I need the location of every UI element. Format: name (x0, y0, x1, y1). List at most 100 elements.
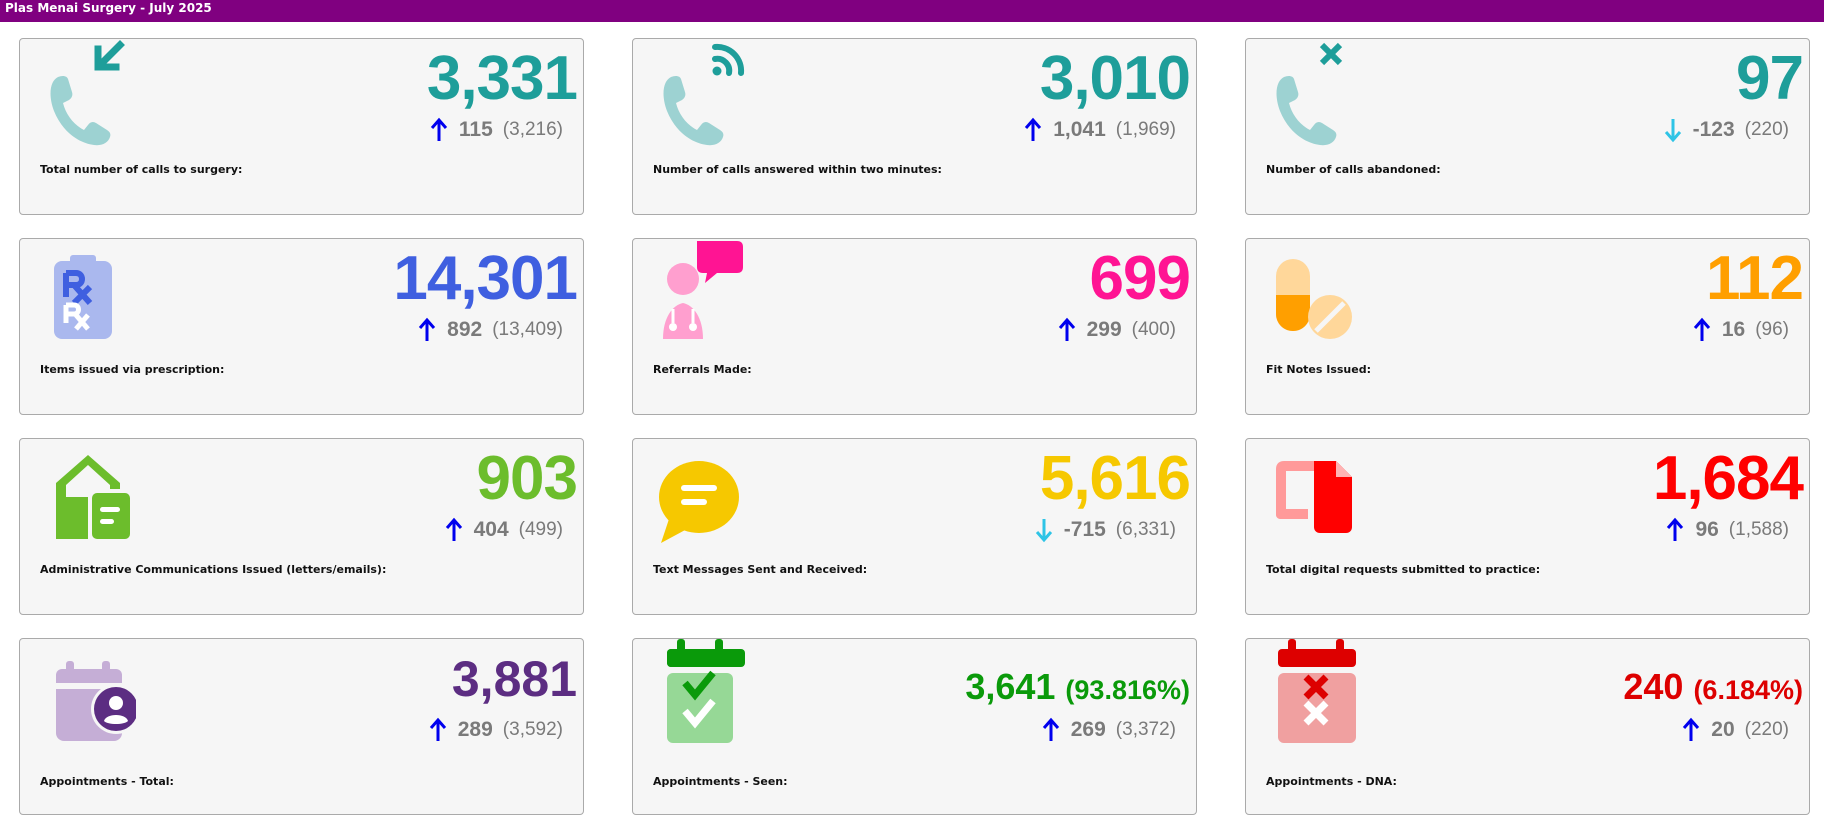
card-calls-answered: 3,010 1,041 (1,969) Number of calls answ… (632, 38, 1197, 215)
previous-value: (3,372) (1115, 719, 1176, 740)
change-amount: 20 (1711, 718, 1735, 741)
previous-value: (400) (1131, 319, 1176, 340)
previous-value: (1,588) (1728, 519, 1789, 540)
kpi-value: 3,010 (1039, 44, 1191, 113)
change-amount: 289 (457, 718, 493, 741)
kpi-label: Appointments - Total: (40, 775, 174, 788)
arrow-up-icon (430, 117, 448, 141)
kpi-label: Administrative Communications Issued (le… (40, 563, 387, 576)
kpi-change: 269 (3,372) (1041, 717, 1176, 743)
kpi-label: Fit Notes Issued: (1266, 363, 1371, 376)
change-amount: 16 (1721, 318, 1746, 341)
kpi-label: Total number of calls to surgery: (40, 163, 243, 176)
mail-house-icon (36, 439, 136, 551)
card-admin-communications: 903 404 (499) Administrative Communicati… (19, 438, 584, 615)
card-appointments-dna: 240 (6.184%) 20 (220) Appointments - DNA… (1245, 638, 1810, 815)
chat-bubble-icon (647, 439, 747, 551)
previous-value: (1,969) (1115, 119, 1176, 140)
card-referrals: 699 299 (400) Referrals Made: (632, 238, 1197, 415)
card-digital-requests: 1,684 96 (1,588) Total digital requests … (1245, 438, 1810, 615)
kpi-value: 3,331 (426, 44, 578, 113)
kpi-value: 240 (6.184%) (1623, 661, 1803, 716)
value-number: 3,641 (965, 666, 1056, 707)
kpi-change: 404 (499) (444, 517, 563, 543)
kpi-change: 299 (400) (1057, 317, 1176, 343)
kpi-label: Number of calls abandoned: (1266, 163, 1441, 176)
value-number: 240 (1623, 666, 1684, 707)
value-percentage: (6.184%) (1693, 675, 1803, 705)
change-amount: 892 (447, 318, 483, 341)
calendar-check-icon (649, 639, 749, 751)
calendar-user-icon (36, 639, 136, 751)
calendar-cross-icon (1262, 639, 1362, 751)
kpi-label: Appointments - DNA: (1266, 775, 1397, 788)
kpi-change: 892 (13,409) (417, 317, 563, 343)
kpi-change: 115 (3,216) (429, 117, 563, 143)
change-amount: 1,041 (1053, 118, 1106, 141)
kpi-label: Number of calls answered within two minu… (653, 163, 942, 176)
kpi-change: 16 (96) (1692, 317, 1789, 343)
card-total-calls: 3,331 115 (3,216) Total number of calls … (19, 38, 584, 215)
pills-icon (1262, 239, 1362, 351)
arrow-up-icon (1693, 317, 1710, 341)
arrow-up-icon (1683, 717, 1700, 741)
value-number: 3,881 (451, 651, 577, 707)
arrow-down-icon (1664, 119, 1681, 143)
change-amount: 269 (1070, 718, 1106, 741)
arrow-up-icon (1667, 517, 1684, 541)
kpi-change: 20 (220) (1681, 717, 1789, 743)
kpi-value: 1,684 (1652, 444, 1804, 513)
arrow-down-icon (1035, 519, 1052, 543)
previous-value: (96) (1755, 319, 1789, 340)
doctor-referral-icon (649, 239, 749, 351)
kpi-label: Text Messages Sent and Received: (653, 563, 868, 576)
kpi-value: 14,301 (393, 244, 578, 313)
call-answered-icon (649, 39, 749, 151)
card-calls-abandoned: 97 -123 (220) Number of calls abandoned: (1245, 38, 1810, 215)
kpi-grid: 3,331 115 (3,216) Total number of calls … (19, 38, 1810, 815)
previous-value: (220) (1744, 719, 1789, 740)
incoming-call-icon (36, 39, 136, 151)
kpi-label: Referrals Made: (653, 363, 752, 376)
arrow-up-icon (1042, 717, 1059, 741)
change-amount: 96 (1695, 518, 1719, 541)
kpi-change: -715 (6,331) (1034, 517, 1176, 543)
card-fit-notes: 112 16 (96) Fit Notes Issued: (1245, 238, 1810, 415)
arrow-up-icon (419, 317, 436, 341)
value-percentage: (93.816%) (1065, 675, 1190, 705)
previous-value: (6,331) (1115, 519, 1176, 540)
call-abandoned-icon (1262, 39, 1362, 151)
previous-value: (499) (518, 519, 563, 540)
kpi-value: 3,881 (452, 647, 577, 711)
card-text-messages: 5,616 -715 (6,331) Text Messages Sent an… (632, 438, 1197, 615)
kpi-label: Appointments - Seen: (653, 775, 788, 788)
change-amount: 404 (473, 518, 509, 541)
change-amount: 299 (1086, 318, 1122, 341)
kpi-value: 3,641 (93.816%) (965, 661, 1190, 716)
kpi-change: 1,041 (1,969) (1023, 117, 1176, 143)
kpi-value: 97 (1736, 44, 1804, 113)
kpi-value: 903 (476, 444, 578, 513)
card-appointments-total: 3,881 289 (3,592) Appointments - Total: (19, 638, 584, 815)
card-prescription-items: 14,301 892 (13,409) Items issued via pre… (19, 238, 584, 415)
change-amount: 115 (458, 118, 493, 141)
kpi-change: 96 (1,588) (1665, 517, 1789, 543)
previous-value: (13,409) (492, 319, 563, 340)
previous-value: (220) (1744, 119, 1789, 140)
arrow-up-icon (1058, 317, 1075, 341)
previous-value: (3,216) (502, 119, 563, 140)
card-appointments-seen: 3,641 (93.816%) 269 (3,372) Appointments… (632, 638, 1197, 815)
kpi-change: -123 (220) (1663, 117, 1789, 143)
kpi-label: Items issued via prescription: (40, 363, 225, 376)
kpi-value: 5,616 (1039, 444, 1191, 513)
arrow-up-icon (445, 517, 462, 541)
change-amount: -715 (1063, 518, 1106, 541)
kpi-label: Total digital requests submitted to prac… (1266, 563, 1541, 576)
change-amount: -123 (1692, 118, 1735, 141)
previous-value: (3,592) (502, 719, 563, 740)
digital-request-icon (1262, 439, 1362, 551)
arrow-up-icon (1025, 117, 1042, 141)
arrow-up-icon (429, 717, 446, 741)
prescription-icon (36, 239, 136, 351)
kpi-value: 112 (1705, 244, 1804, 313)
